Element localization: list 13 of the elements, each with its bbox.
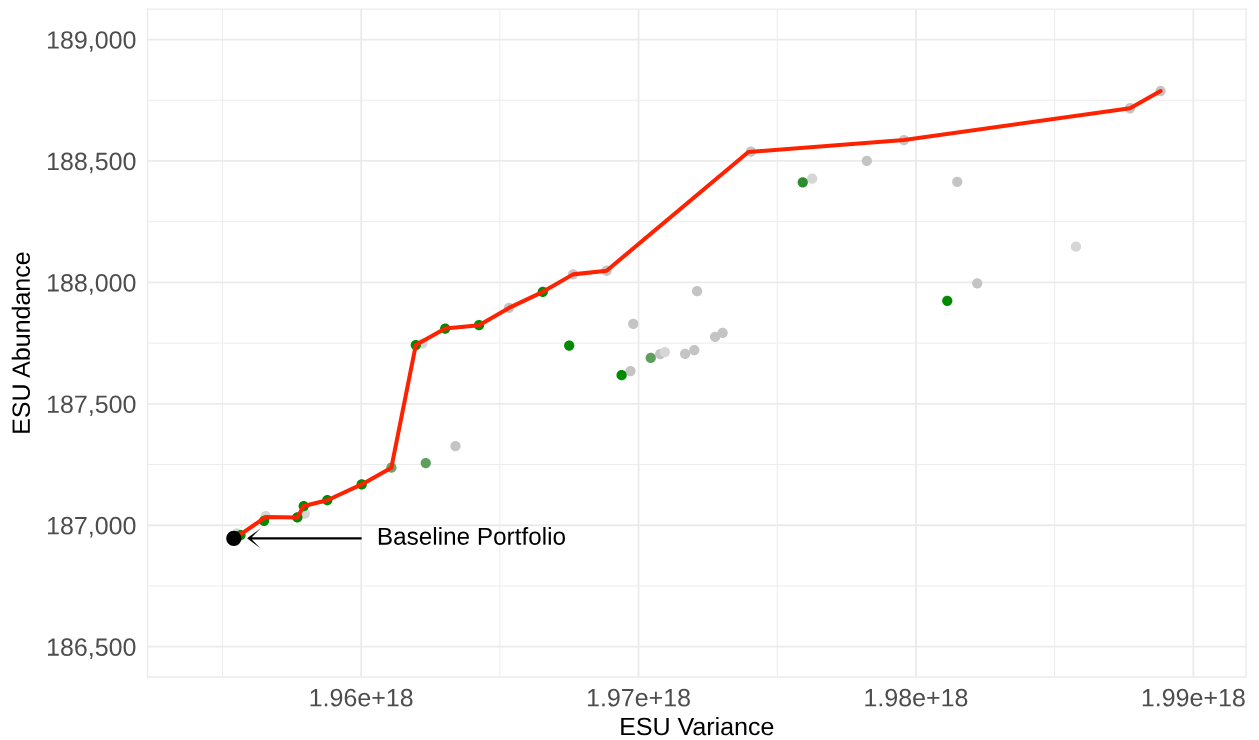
y-tick-label: 186,500: [47, 638, 136, 659]
x-axis-title: ESU Variance: [621, 717, 774, 736]
x-tick-label: 1.97e+18: [587, 688, 690, 707]
x-tick-label: 1.96e+18: [310, 688, 413, 707]
y-tick-label: 189,000: [47, 31, 136, 52]
annotation: Baseline Portfolio: [378, 527, 566, 545]
y-tick-label: 188,000: [47, 273, 136, 295]
x-tick-label: 1.98e+18: [865, 688, 968, 707]
y-tick-label: 188,500: [47, 152, 136, 174]
y-tick-label: 187,000: [47, 516, 136, 538]
y-tick-label: 187,500: [47, 395, 136, 417]
y-axis-title: ESU Abundance: [11, 252, 31, 433]
x-tick-label: 1.99e+18: [1142, 688, 1245, 707]
